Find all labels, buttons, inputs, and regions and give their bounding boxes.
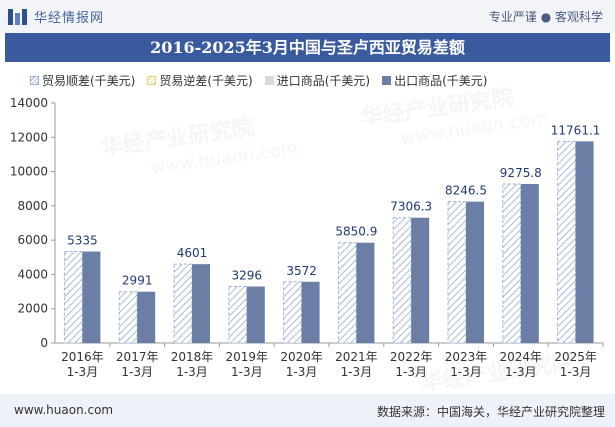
y-tick-label: 2000 xyxy=(17,302,48,316)
bar-surplus xyxy=(392,217,412,344)
bar-export xyxy=(520,183,539,343)
bar-export xyxy=(301,281,320,343)
bar-surplus xyxy=(118,291,138,344)
legend-label-import: 进口商品(千美元) xyxy=(276,73,371,88)
bar-surplus xyxy=(337,242,357,344)
x-tick-label: 2019年 1-3月 xyxy=(226,350,269,379)
legend-label-export: 出口商品(千美元) xyxy=(394,73,488,88)
bar-surplus xyxy=(228,285,248,344)
bar-surplus xyxy=(173,263,193,344)
footer-source: 数据来源：中国海关，华经产业研究院整理 xyxy=(376,405,605,419)
x-tick-label: 2024年 1-3月 xyxy=(500,350,543,379)
bar-export xyxy=(466,201,484,343)
legend: 贸易顺差(千美元) 贸易逆差(千美元) 进口商品(千美元) 出口商品(千美元) xyxy=(30,70,500,90)
bar-surplus xyxy=(283,281,303,344)
bar-export xyxy=(192,264,210,343)
legend-swatch-import xyxy=(264,75,274,85)
bar-surplus xyxy=(447,201,467,344)
footer-url[interactable]: www.huaon.com xyxy=(14,403,114,417)
top-bar: 华经情报网 专业严谨 ● 客观科学 xyxy=(0,0,615,33)
legend-label-surplus: 贸易顺差(千美元) xyxy=(42,73,136,88)
bar-export xyxy=(356,242,375,343)
footer: www.huaon.com 数据来源：中国海关，华经产业研究院整理 xyxy=(0,394,615,427)
y-tick-label: 6000 xyxy=(17,233,48,247)
data-label: 9275.8 xyxy=(500,166,542,180)
x-tick-label: 2016年 1-3月 xyxy=(61,350,104,379)
site-name: 华经情报网 xyxy=(34,11,105,26)
x-tick-label: 2021年 1-3月 xyxy=(335,350,378,379)
y-tick-label: 4000 xyxy=(17,267,48,281)
slogan: 专业严谨 ● 客观科学 xyxy=(488,10,603,24)
data-label: 7306.3 xyxy=(390,200,432,214)
chart-title: 2016-2025年3月中国与圣卢西亚贸易差额 xyxy=(150,38,465,57)
y-tick-label: 8000 xyxy=(17,199,48,213)
y-tick-label: 12000 xyxy=(10,130,48,144)
data-label: 5850.9 xyxy=(335,225,377,239)
data-label: 11761.1 xyxy=(551,123,601,137)
x-tick-label: 2017年 1-3月 xyxy=(116,350,159,379)
legend-swatch-export xyxy=(382,75,392,85)
data-label: 5335 xyxy=(67,234,98,248)
logo-icon xyxy=(7,7,29,27)
legend-label-deficit: 贸易逆差(千美元) xyxy=(159,73,253,88)
data-label: 3572 xyxy=(286,264,317,278)
bar-export xyxy=(137,291,156,343)
bar-chart: 0 2000 4000 6000 8000 10000 12000 14000 5335 201… xyxy=(10,96,604,379)
bar-export xyxy=(246,286,265,343)
title-band: 2016-2025年3月中国与圣卢西亚贸易差额 xyxy=(5,33,610,62)
x-tick-label: 2022年 1-3月 xyxy=(390,350,433,379)
bar-surplus xyxy=(557,140,577,344)
bar-export xyxy=(411,217,430,343)
y-tick-label: 10000 xyxy=(10,165,48,179)
legend-swatch-deficit xyxy=(147,75,157,85)
bar-export xyxy=(82,251,101,343)
legend-item-deficit: 贸易逆差(千美元) xyxy=(147,72,253,89)
legend-swatch-surplus xyxy=(30,75,39,85)
x-tick-label: 2020年 1-3月 xyxy=(280,350,323,379)
x-tick-label: 2025年 1-3月 xyxy=(554,350,597,379)
y-tick-label: 14000 xyxy=(10,96,48,110)
legend-item-surplus: 贸易顺差(千美元) xyxy=(30,72,135,89)
x-tick-label: 2018年 1-3月 xyxy=(171,350,214,379)
bar-surplus xyxy=(502,183,522,344)
y-tick-label: 0 xyxy=(40,336,48,350)
x-tick-label: 2023年 1-3月 xyxy=(445,350,488,379)
data-label: 3296 xyxy=(232,268,263,282)
bar-export xyxy=(575,141,594,343)
bar-surplus xyxy=(63,251,83,344)
data-label: 8246.5 xyxy=(445,184,487,198)
data-label: 4601 xyxy=(177,246,208,260)
data-label: 2991 xyxy=(122,274,153,288)
legend-item-import: 进口商品(千美元) xyxy=(264,72,371,89)
legend-item-export: 出口商品(千美元) xyxy=(382,72,488,89)
